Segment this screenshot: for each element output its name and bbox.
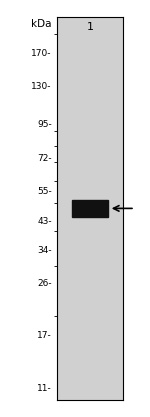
Text: 170-: 170- xyxy=(31,49,52,58)
Text: 55-: 55- xyxy=(37,187,52,196)
Text: 72-: 72- xyxy=(37,154,52,163)
Text: 130-: 130- xyxy=(31,82,52,91)
Text: 26-: 26- xyxy=(37,279,52,288)
Text: 43-: 43- xyxy=(37,217,52,226)
Text: 34-: 34- xyxy=(37,246,52,255)
Text: 1: 1 xyxy=(87,22,93,32)
Text: 95-: 95- xyxy=(37,121,52,129)
Text: kDa: kDa xyxy=(31,19,52,29)
Text: 11-: 11- xyxy=(37,384,52,393)
Bar xyxy=(72,200,108,217)
Text: 17-: 17- xyxy=(37,331,52,340)
